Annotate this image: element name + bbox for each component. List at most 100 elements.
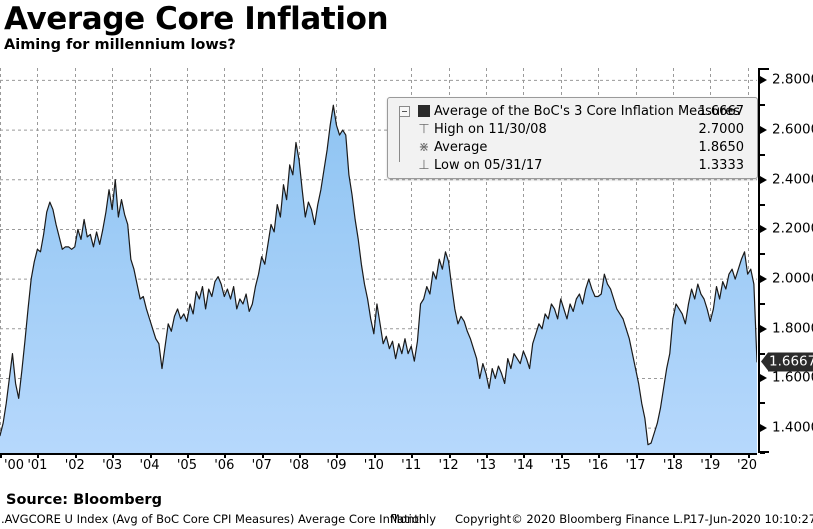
- x-axis-tick: [0, 453, 2, 458]
- y-axis-minor-tick: [760, 203, 765, 206]
- series-line: [0, 104, 757, 446]
- x-axis-tick: [299, 453, 302, 458]
- y-axis-cap: [758, 451, 769, 453]
- legend-series-label: Average of the BoC's 3 Core Inflation Me…: [434, 103, 740, 119]
- series-area-fill: [0, 105, 757, 453]
- x-axis-tick: [373, 453, 376, 458]
- page-subtitle: Aiming for millennium lows?: [4, 37, 236, 53]
- x-axis-label: '11: [401, 458, 422, 473]
- x-axis-label: '07: [251, 458, 272, 473]
- x-axis-tick: [186, 453, 189, 458]
- area-chart-svg: [0, 68, 757, 453]
- high-marker-icon: ⊤: [418, 121, 430, 137]
- collapse-box-icon[interactable]: [394, 103, 414, 119]
- y-axis-major-tick: [760, 424, 767, 433]
- y-axis-major-tick: [760, 76, 767, 85]
- x-axis-tick: [523, 453, 526, 458]
- x-axis-label: '17: [625, 458, 646, 473]
- x-axis-label: '15: [550, 458, 571, 473]
- legend-row-high[interactable]: ⊤ High on 11/30/08 2.7000: [394, 120, 750, 138]
- y-axis-minor-tick: [760, 402, 765, 405]
- legend-average-label: Average: [434, 139, 488, 155]
- y-axis-minor-tick: [760, 253, 765, 256]
- x-axis-tick: [149, 453, 152, 458]
- y-axis-minor-tick: [760, 452, 765, 454]
- y-axis-minor-tick: [760, 302, 765, 305]
- y-axis-major-tick: [760, 175, 767, 184]
- footer-copyright: Copyright© 2020 Bloomberg Finance L.P.: [455, 512, 692, 526]
- x-axis-tick: [672, 453, 675, 458]
- x-axis-tick: [710, 453, 713, 458]
- legend-low-label: Low on 05/31/17: [434, 157, 543, 173]
- y-axis-major-tick: [760, 324, 767, 333]
- y-axis-label: 1.8000: [772, 320, 813, 337]
- chart-legend[interactable]: Average of the BoC's 3 Core Inflation Me…: [387, 97, 758, 179]
- legend-tree-line: [399, 110, 400, 162]
- x-axis-tick: [261, 453, 264, 458]
- y-axis-label: 2.4000: [772, 171, 813, 188]
- x-axis-tick: [224, 453, 227, 458]
- low-marker-icon: ⊥: [418, 157, 430, 173]
- x-axis-line: [0, 453, 757, 455]
- page-title: Average Core Inflation: [4, 1, 389, 37]
- x-axis-label: '00: [3, 458, 25, 473]
- y-axis-major-tick: [760, 126, 767, 135]
- y-axis-label: 2.8000: [772, 71, 813, 88]
- x-axis-label: '02: [64, 458, 85, 473]
- y-axis-cap: [758, 68, 769, 70]
- y-axis: 2.8000 2.6000 2.4000 2.2000 2.0000 1.8000 1.60…: [757, 68, 813, 454]
- x-axis-tick: [336, 453, 339, 458]
- footer-description: .AVGCORE U Index (Avg of BoC Core CPI Me…: [1, 512, 427, 526]
- footer-bar: .AVGCORE U Index (Avg of BoC Core CPI Me…: [0, 512, 813, 528]
- legend-row-low[interactable]: ⊥ Low on 05/31/17 1.3333: [394, 156, 750, 174]
- x-axis-tick: [448, 453, 451, 458]
- y-axis-label: 2.2000: [772, 220, 813, 237]
- legend-series-value: 1.6667: [698, 103, 745, 119]
- y-axis-label: 1.4000: [772, 419, 813, 436]
- x-axis-label: '01: [27, 458, 48, 473]
- y-axis-line: [758, 68, 760, 453]
- x-axis-tick: [74, 453, 77, 458]
- x-axis-label: '13: [475, 458, 497, 473]
- x-axis-tick: [37, 453, 40, 458]
- y-axis-minor-tick: [760, 104, 765, 107]
- x-axis-label: '03: [102, 458, 123, 473]
- legend-high-label: High on 11/30/08: [434, 121, 547, 137]
- x-axis-label: '16: [588, 458, 609, 473]
- average-marker-icon: ⋇: [418, 139, 430, 155]
- x-axis-label: '08: [288, 458, 310, 473]
- x-axis-label: '14: [513, 458, 534, 473]
- x-axis-tick: [560, 453, 563, 458]
- legend-average-value: 1.8650: [698, 139, 745, 155]
- source-note: Source: Bloomberg: [6, 492, 162, 508]
- legend-row-average[interactable]: ⋇ Average 1.8650: [394, 138, 750, 156]
- x-axis-label: '19: [700, 458, 721, 473]
- x-axis-label: '12: [438, 458, 459, 473]
- series-color-swatch-icon: [414, 103, 434, 119]
- x-axis-label: '10: [363, 458, 384, 473]
- x-axis-label: '06: [214, 458, 235, 473]
- footer-frequency: Monthly: [390, 512, 437, 526]
- x-axis-tick: [112, 453, 115, 458]
- x-axis-label: '18: [662, 458, 683, 473]
- x-axis-tick: [598, 453, 601, 458]
- y-axis-major-tick: [760, 374, 767, 383]
- x-axis-label: '04: [139, 458, 160, 473]
- legend-low-value: 1.3333: [698, 157, 745, 173]
- x-axis-label: '20: [736, 458, 758, 473]
- chart-header: Average Core Inflation Aiming for millen…: [4, 1, 389, 54]
- x-axis-tick: [411, 453, 414, 458]
- footer-timestamp: 17-Jun-2020 10:10:27: [690, 512, 813, 526]
- y-axis-major-tick: [760, 275, 767, 284]
- y-axis-minor-tick: [760, 153, 765, 156]
- legend-row-series[interactable]: Average of the BoC's 3 Core Inflation Me…: [394, 102, 750, 120]
- current-value-badge: 1.6667: [761, 352, 813, 372]
- y-axis-label: 1.6000: [772, 369, 813, 386]
- y-axis-label: 2.6000: [772, 121, 813, 138]
- x-axis-label: '09: [326, 458, 347, 473]
- x-axis-tick: [747, 453, 750, 458]
- x-axis: '00'01 '02 '03 '04 '05 '06 '07 '08 '09 '10 '11 '12 '…: [0, 453, 757, 477]
- x-axis-tick: [485, 453, 488, 458]
- legend-high-value: 2.7000: [698, 121, 745, 137]
- current-value-badge-label: 1.6667: [768, 352, 813, 372]
